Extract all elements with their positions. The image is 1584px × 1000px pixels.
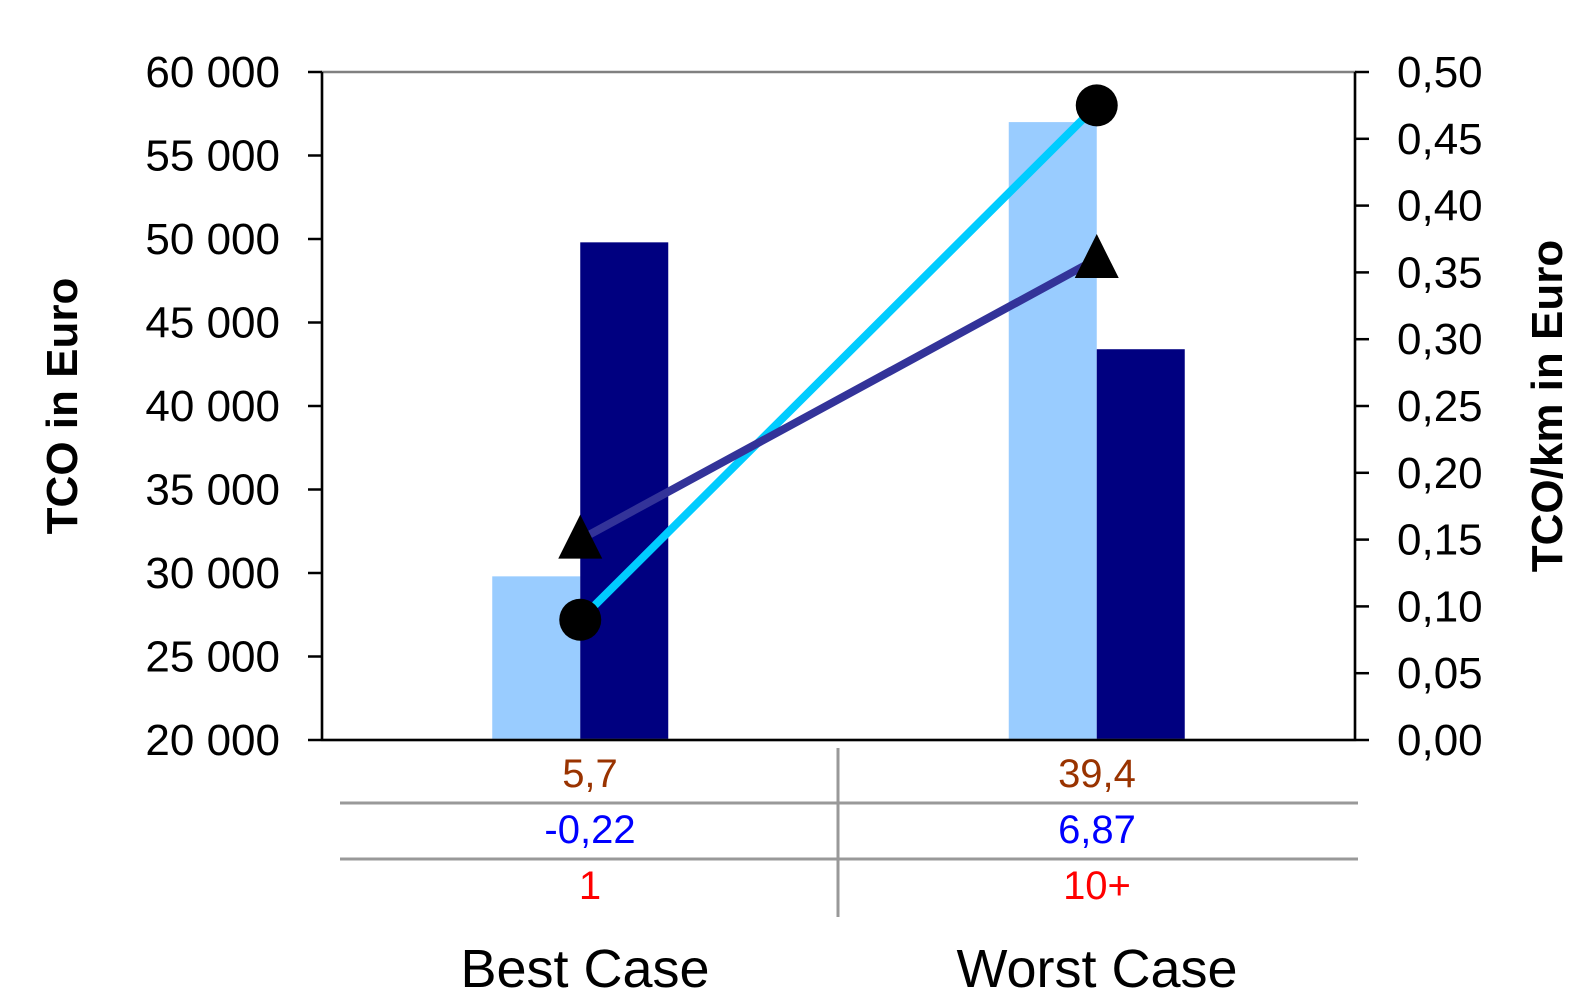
triangle-marker-2	[1074, 234, 1119, 279]
circle-marker-2	[1075, 84, 1118, 127]
left-tick-label: 55 000	[145, 132, 280, 181]
plot-frame	[320, 70, 1357, 742]
right-tick-label: 0,05	[1397, 649, 1483, 698]
right-tick-label: 0,10	[1397, 582, 1483, 631]
line-series1	[576, 101, 1101, 624]
left-tick-label: 20 000	[145, 716, 280, 765]
right-tick-label: 0,30	[1397, 315, 1483, 364]
left-tick-label: 35 000	[145, 466, 280, 515]
bar-series2-1	[580, 242, 669, 740]
left-tick-label: 30 000	[145, 549, 280, 598]
circle-marker-1	[559, 598, 602, 641]
left-tick-label: 50 000	[145, 215, 280, 264]
left-axis-title: TCO in Euro	[38, 278, 87, 535]
category-label: Best Case	[460, 939, 709, 999]
line-series2	[576, 255, 1101, 544]
left-tick-label: 45 000	[145, 299, 280, 348]
right-tick-label: 0,25	[1397, 382, 1483, 431]
right-tick-label: 0,45	[1397, 115, 1483, 164]
right-tick-label: 0,40	[1397, 182, 1483, 231]
table-cell: 5,7	[562, 752, 618, 796]
table-cell: 1	[579, 864, 601, 908]
right-tick-label: 0,00	[1397, 716, 1483, 765]
right-y-axis: 0,00 0,05 0,10 0,15 0,20 0,25 0,30 0,35 0,40 0,45…	[1353, 48, 1483, 765]
left-tick-label: 40 000	[145, 382, 280, 431]
left-tick-label: 25 000	[145, 633, 280, 682]
plot-area	[320, 70, 1357, 742]
table-cell: -0,22	[544, 808, 635, 852]
table-cell: 39,4	[1058, 752, 1136, 796]
bar-series1-2	[1008, 122, 1097, 741]
category-label: Worst Case	[956, 939, 1237, 999]
left-tick-label: 60 000	[145, 48, 280, 97]
right-tick-label: 0,15	[1397, 516, 1483, 565]
table-cell: 6,87	[1058, 808, 1136, 852]
right-axis-title: TCO/km in Euro	[1523, 240, 1572, 572]
data-table: 5,7 39,4 -0,22 6,87 1 10+ Best Case Worst Case	[340, 748, 1358, 999]
bar-series1-1	[492, 576, 581, 740]
left-y-axis: 20 000 25 000 30 000 35 000 40 000 45 000 50 0…	[145, 48, 324, 765]
right-tick-label: 0,20	[1397, 449, 1483, 498]
table-cell: 10+	[1063, 864, 1131, 908]
right-tick-label: 0,50	[1397, 48, 1483, 97]
bar-series2-2	[1096, 349, 1185, 740]
triangle-marker-1	[558, 514, 603, 559]
right-tick-label: 0,35	[1397, 248, 1483, 297]
